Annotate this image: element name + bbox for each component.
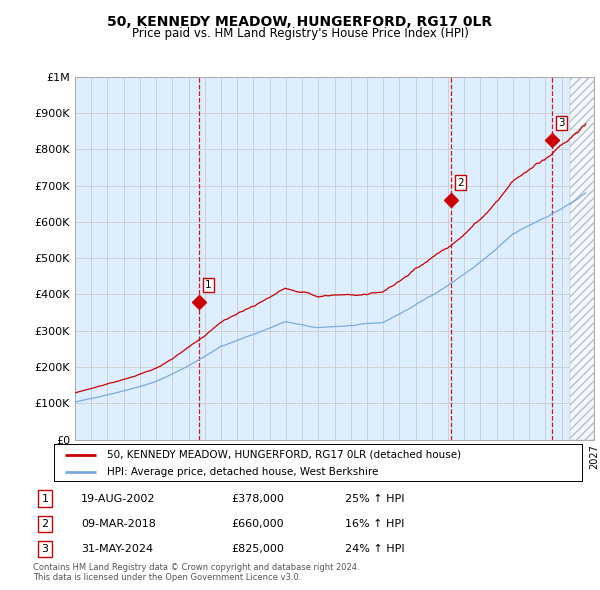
Text: 1: 1 — [41, 494, 49, 503]
Text: 16% ↑ HPI: 16% ↑ HPI — [345, 519, 404, 529]
Bar — [569, 77, 594, 440]
Text: 3: 3 — [559, 117, 565, 127]
Text: 25% ↑ HPI: 25% ↑ HPI — [345, 494, 404, 503]
Text: This data is licensed under the Open Government Licence v3.0.: This data is licensed under the Open Gov… — [33, 573, 301, 582]
Text: Contains HM Land Registry data © Crown copyright and database right 2024.: Contains HM Land Registry data © Crown c… — [33, 563, 359, 572]
Bar — [569, 77, 594, 440]
Text: 24% ↑ HPI: 24% ↑ HPI — [345, 545, 404, 554]
Text: HPI: Average price, detached house, West Berkshire: HPI: Average price, detached house, West… — [107, 467, 378, 477]
Text: Price paid vs. HM Land Registry's House Price Index (HPI): Price paid vs. HM Land Registry's House … — [131, 27, 469, 40]
Text: 50, KENNEDY MEADOW, HUNGERFORD, RG17 0LR: 50, KENNEDY MEADOW, HUNGERFORD, RG17 0LR — [107, 15, 493, 29]
Text: 50, KENNEDY MEADOW, HUNGERFORD, RG17 0LR (detached house): 50, KENNEDY MEADOW, HUNGERFORD, RG17 0LR… — [107, 450, 461, 460]
Text: 3: 3 — [41, 545, 49, 554]
Text: £378,000: £378,000 — [231, 494, 284, 503]
Text: 1: 1 — [205, 280, 212, 290]
Text: £825,000: £825,000 — [231, 545, 284, 554]
Text: 09-MAR-2018: 09-MAR-2018 — [81, 519, 156, 529]
Text: 2: 2 — [41, 519, 49, 529]
Text: 31-MAY-2024: 31-MAY-2024 — [81, 545, 153, 554]
Text: 2: 2 — [457, 178, 464, 188]
Text: 19-AUG-2002: 19-AUG-2002 — [81, 494, 155, 503]
Text: £660,000: £660,000 — [231, 519, 284, 529]
